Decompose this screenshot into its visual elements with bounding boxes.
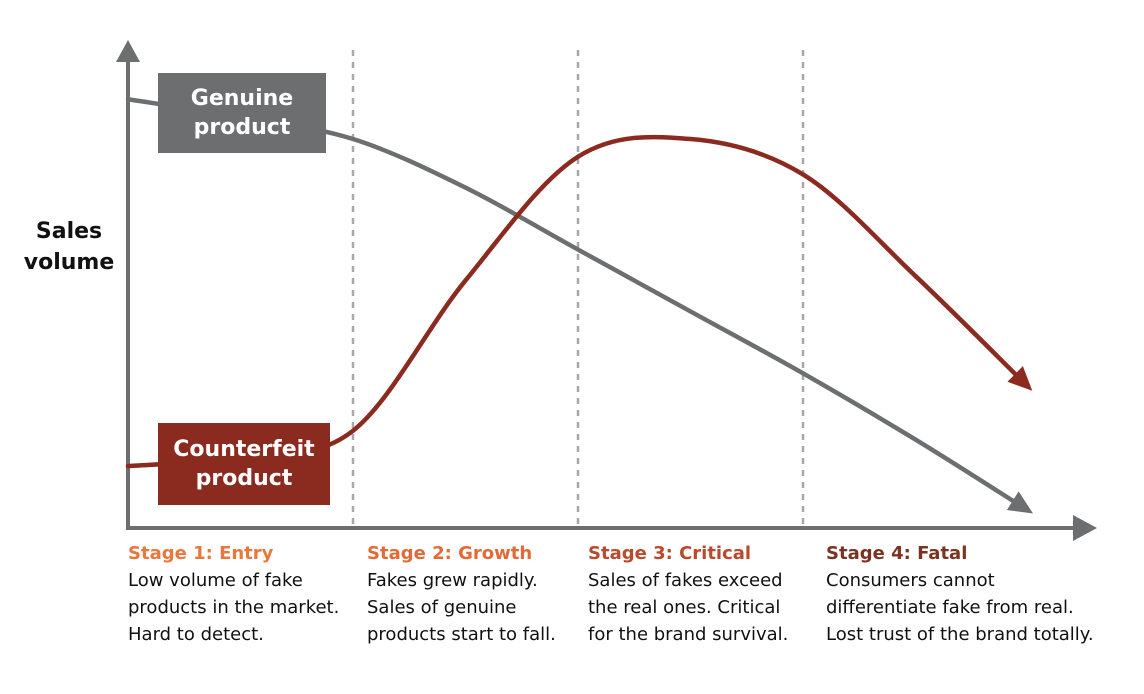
y-axis-label: Sales volume — [14, 216, 124, 278]
legend-counterfeit-product: Counterfeit product — [158, 423, 330, 505]
y-axis-label-line-2: volume — [23, 250, 115, 275]
stage-boundaries — [351, 50, 805, 528]
stage-1-title: Stage 1: Entry — [128, 543, 274, 564]
stage-2-text-line: products start to fall. — [367, 624, 556, 645]
stage-3-text-line: the real ones. Critical — [588, 597, 781, 618]
stage-4-text-line: Consumers cannot — [826, 570, 995, 591]
stage-1-text-line: Hard to detect. — [128, 624, 264, 645]
y-axis-arrowhead — [116, 40, 140, 62]
stage-2-caption: Stage 2: Growth Fakes grew rapidly. Sale… — [367, 540, 556, 648]
legend-counterfeit-line-2: product — [195, 466, 293, 491]
stage-4-title: Stage 4: Fatal — [826, 543, 968, 564]
stage-1-text-line: products in the market. — [128, 597, 340, 618]
stage-4-text-line: Lost trust of the brand totally. — [826, 624, 1094, 645]
stage-4-caption: Stage 4: Fatal Consumers cannot differen… — [826, 540, 1094, 648]
stage-3-text-line: for the brand survival. — [588, 624, 789, 645]
legend-genuine-line-1: Genuine — [190, 86, 294, 111]
stage-3-caption: Stage 3: Critical Sales of fakes exceed … — [588, 540, 788, 648]
stage-4-text-line: differentiate fake from real. — [826, 597, 1074, 618]
stage-2-title: Stage 2: Growth — [367, 543, 533, 564]
stage-2-text-line: Sales of genuine — [367, 597, 517, 618]
stage-1-text-line: Low volume of fake — [128, 570, 303, 591]
legend-genuine-line-2: product — [193, 115, 291, 140]
series-counterfeit-product-line-arrowhead — [1007, 366, 1033, 391]
series-counterfeit-product-line — [125, 134, 1021, 469]
x-axis-arrowhead — [1073, 515, 1097, 541]
legend-genuine-product: Genuine product — [158, 73, 326, 153]
stage-1-caption: Stage 1: Entry Low volume of fake produc… — [128, 540, 339, 648]
series-genuine-product-line-arrowhead — [1006, 491, 1034, 514]
stage-3-text-line: Sales of fakes exceed — [588, 570, 783, 591]
legend-counterfeit-line-1: Counterfeit — [173, 437, 315, 462]
y-axis-label-line-1: Sales — [35, 219, 103, 244]
stage-3-title: Stage 3: Critical — [588, 543, 752, 564]
axes — [116, 40, 1097, 541]
stage-2-text-line: Fakes grew rapidly. — [367, 570, 538, 591]
